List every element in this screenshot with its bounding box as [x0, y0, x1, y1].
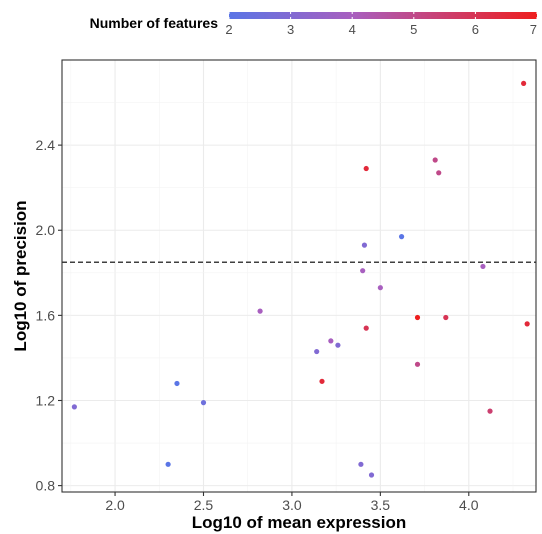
- legend-tick-label: 2: [225, 22, 232, 37]
- plot-panel: [61, 59, 537, 493]
- data-point: [363, 325, 369, 331]
- data-point: [71, 404, 77, 410]
- data-points: [71, 80, 530, 478]
- legend: Number of features 2 3 4 5 6 7: [90, 12, 538, 37]
- data-point: [200, 400, 207, 406]
- y-tick-label: 2.0: [36, 222, 56, 238]
- data-point: [319, 378, 325, 384]
- data-point: [361, 242, 368, 248]
- data-point: [398, 234, 405, 240]
- legend-ticks: 2 3 4 5 6 7: [225, 12, 538, 37]
- data-point: [257, 308, 263, 314]
- data-point: [368, 472, 375, 478]
- y-tick-label: 0.8: [36, 478, 56, 494]
- legend-tick-label: 3: [287, 22, 294, 37]
- data-point: [174, 380, 180, 387]
- legend-tick-label: 7: [530, 22, 537, 37]
- grid-lines: [62, 60, 536, 492]
- data-point: [524, 321, 530, 327]
- data-point: [414, 314, 421, 321]
- x-tick-label: 3.0: [282, 497, 302, 513]
- x-tick-label: 4.0: [459, 497, 479, 513]
- y-tick-label: 1.2: [36, 392, 56, 408]
- data-point: [487, 408, 493, 414]
- x-axis: 2.0 2.5 3.0 3.5 4.0: [105, 492, 479, 513]
- data-point: [363, 165, 369, 172]
- data-point: [436, 170, 442, 176]
- panel-background: [62, 60, 536, 492]
- data-point: [377, 285, 383, 291]
- data-point: [521, 80, 527, 87]
- data-point: [314, 348, 320, 355]
- data-point: [360, 268, 366, 274]
- y-axis: 0.8 1.2 1.6 2.0 2.4: [36, 137, 62, 494]
- data-point: [165, 461, 171, 467]
- panel-border: [61, 59, 537, 493]
- legend-tick-label: 6: [472, 22, 479, 37]
- data-point: [443, 314, 449, 321]
- legend-tick-label: 4: [349, 22, 356, 37]
- legend-tick-label: 5: [410, 22, 417, 37]
- data-point: [358, 461, 364, 467]
- data-point: [414, 361, 421, 367]
- x-tick-label: 2.5: [194, 497, 214, 513]
- y-tick-label: 1.6: [36, 307, 56, 323]
- y-axis-title: Log10 of precision: [11, 200, 30, 351]
- x-tick-label: 3.5: [371, 497, 391, 513]
- data-point: [335, 342, 341, 348]
- x-tick-label: 2.0: [105, 497, 125, 513]
- data-point: [328, 338, 334, 344]
- legend-colorbar: [229, 12, 537, 19]
- data-point: [480, 263, 486, 270]
- x-axis-title: Log10 of mean expression: [192, 513, 406, 532]
- legend-title: Number of features: [90, 15, 219, 31]
- data-point: [432, 157, 438, 163]
- y-tick-label: 2.4: [36, 137, 56, 153]
